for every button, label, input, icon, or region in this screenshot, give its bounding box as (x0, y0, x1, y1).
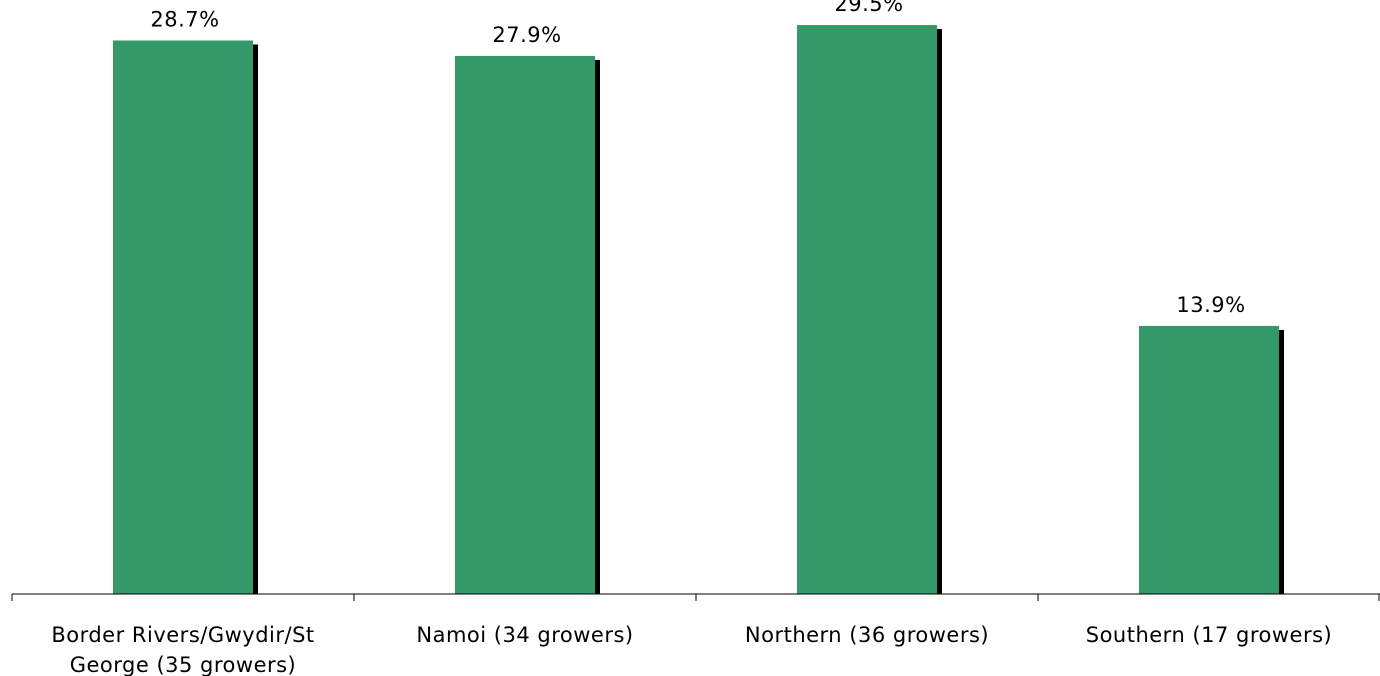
bar-layer (113, 25, 1279, 595)
category-label-layer: Border Rivers/Gwydir/St George (35 grower… (51, 623, 1333, 676)
tick-label: Namoi (34 growers) (416, 623, 633, 647)
data-label: 13.9% (1176, 293, 1245, 317)
tick-label: Southern (17 growers) (1086, 623, 1333, 647)
x-axis (11, 593, 1380, 601)
bar (113, 40, 253, 594)
data-label: 27.9% (492, 23, 561, 47)
tick-label: Border Rivers/Gwydir/St (51, 623, 314, 647)
tick-label: Northern (36 growers) (745, 623, 989, 647)
bar-shadow-layer (118, 29, 1284, 595)
value-label-layer: 28.7% 27.9% 29.5% 13.9% (150, 0, 1245, 317)
bar (797, 25, 937, 595)
data-label: 29.5% (834, 0, 903, 16)
bar (1139, 325, 1279, 594)
tick-label: George (35 growers) (70, 653, 297, 676)
data-label: 28.7% (150, 8, 219, 32)
bar (455, 55, 595, 594)
